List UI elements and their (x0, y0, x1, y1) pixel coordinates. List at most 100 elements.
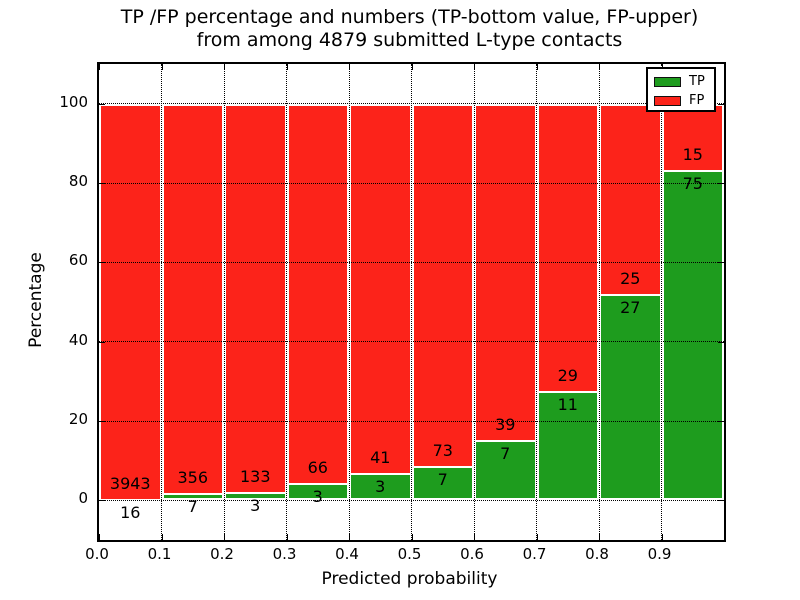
plot-inner: 3943 16 356 7 133 3 66 3 41 3 73 7 39 7 29 11 25 27 15 75 (99, 64, 724, 540)
x-tick-mark (536, 534, 538, 540)
y-tick-label: 40 (68, 330, 88, 349)
x-tick-mark (161, 534, 163, 540)
x-tick-mark (99, 64, 100, 70)
fp-swatch-icon (654, 96, 681, 106)
bar-segment-fp (224, 103, 287, 492)
x-tick-mark (536, 64, 538, 70)
bar-count-label-fp: 25 (620, 269, 641, 289)
x-tick-label: 0.5 (397, 545, 422, 563)
x-tick-mark (224, 64, 225, 70)
x-tick-label: 0.7 (522, 545, 547, 563)
x-tick-label: 0.3 (272, 545, 297, 563)
y-tick-mark (99, 421, 105, 422)
bar-segment-tp (599, 294, 662, 501)
x-tick-label: 0.2 (210, 545, 234, 563)
bar-segment-fp (661, 103, 724, 170)
grid-hline (99, 261, 724, 263)
y-tick-label: 20 (68, 410, 88, 428)
grid-vline (348, 64, 350, 540)
bar-count-label-tp: 7 (500, 443, 511, 463)
y-tick-mark (99, 262, 105, 264)
grid-vline (536, 64, 537, 540)
grid-hline (99, 499, 724, 501)
bar-segment-tp (286, 483, 349, 501)
bar-count-label-tp: 7 (187, 496, 198, 516)
bar-count-label-fp: 3943 (109, 473, 151, 493)
y-axis-label: Percentage (26, 252, 46, 348)
bar-count-label-fp: 133 (239, 466, 271, 486)
x-tick-mark (661, 534, 663, 540)
bar-count-label-tp: 3 (250, 495, 261, 515)
y-tick-mark (718, 183, 724, 184)
y-tick-label: 60 (68, 251, 88, 270)
x-tick-mark (286, 64, 288, 70)
x-tick-mark (286, 534, 288, 540)
y-tick-mark (718, 262, 724, 264)
y-tick-label: 100 (59, 92, 88, 111)
bar-segment-fp (411, 103, 474, 466)
legend-item: TP (654, 73, 714, 91)
bar-count-label-tp: 16 (120, 502, 141, 522)
grid-vline (598, 64, 600, 540)
x-tick-label: 0.4 (335, 545, 359, 563)
x-tick-mark (411, 64, 413, 70)
grid-vline (161, 64, 162, 540)
bar-segment-tp (349, 473, 412, 501)
x-tick-mark (161, 64, 163, 70)
bar-segment-tp (474, 439, 537, 501)
grid-vline (411, 64, 412, 540)
grid-hline (99, 182, 724, 184)
x-tick-label: 0.6 (460, 545, 484, 563)
y-tick-mark (99, 103, 105, 105)
y-tick-mark (99, 341, 105, 343)
y-tick-mark (718, 500, 724, 502)
bar-segment-tp (161, 492, 224, 501)
bar-count-label-tp: 11 (557, 395, 578, 415)
bar-segment-tp (661, 169, 724, 501)
bar-segment-fp (536, 103, 599, 392)
tp-swatch-icon (654, 77, 681, 87)
grid-hline (99, 420, 724, 422)
legend: TP FP (646, 67, 716, 112)
chart-title-line2: from among 4879 submitted L-type contact… (196, 29, 623, 51)
legend-item-label: FP (689, 93, 705, 108)
bar-count-label-tp: 75 (682, 173, 703, 193)
bar-segment-fp (161, 103, 224, 493)
grid-vline (473, 64, 475, 540)
x-tick-mark (224, 534, 225, 540)
grid-vline (286, 64, 287, 540)
x-tick-mark (99, 534, 100, 540)
y-tick-mark (718, 103, 724, 105)
bar-segment-fp (474, 103, 537, 440)
x-tick-label: 0.8 (585, 545, 609, 563)
bar-segment-fp (99, 103, 162, 499)
y-tick-label: 80 (68, 172, 88, 190)
y-tick-mark (718, 341, 724, 343)
x-tick-mark (599, 534, 600, 540)
x-tick-label: 0.9 (647, 545, 672, 563)
bar-segment-tp (411, 465, 474, 501)
grid-vline (223, 64, 225, 540)
bar-segment-tp (224, 491, 287, 501)
chart-title: TP /FP percentage and numbers (TP-bottom… (97, 6, 722, 52)
bar-count-label-fp: 39 (495, 414, 516, 434)
x-axis-label: Predicted probability (321, 569, 498, 589)
x-tick-mark (474, 534, 475, 540)
bar-segment-fp (349, 103, 412, 474)
legend-item-label: TP (689, 74, 705, 89)
bar-segment-fp (286, 103, 349, 484)
bar-count-label-tp: 7 (437, 469, 448, 489)
x-tick-mark (411, 534, 413, 540)
y-tick-mark (99, 183, 105, 184)
bar-count-label-fp: 15 (682, 144, 703, 164)
x-tick-mark (349, 64, 350, 70)
bar-count-label-fp: 73 (432, 440, 453, 460)
bar-count-label-tp: 27 (620, 298, 641, 318)
y-tick-label: 0 (78, 489, 88, 508)
grid-hline (99, 103, 724, 105)
bar-segment-fp (599, 103, 662, 295)
x-tick-mark (599, 64, 600, 70)
x-tick-label: 0.0 (85, 545, 109, 563)
plot-area: 3943 16 356 7 133 3 66 3 41 3 73 7 39 7 29 11 25 27 15 75 (97, 62, 726, 542)
